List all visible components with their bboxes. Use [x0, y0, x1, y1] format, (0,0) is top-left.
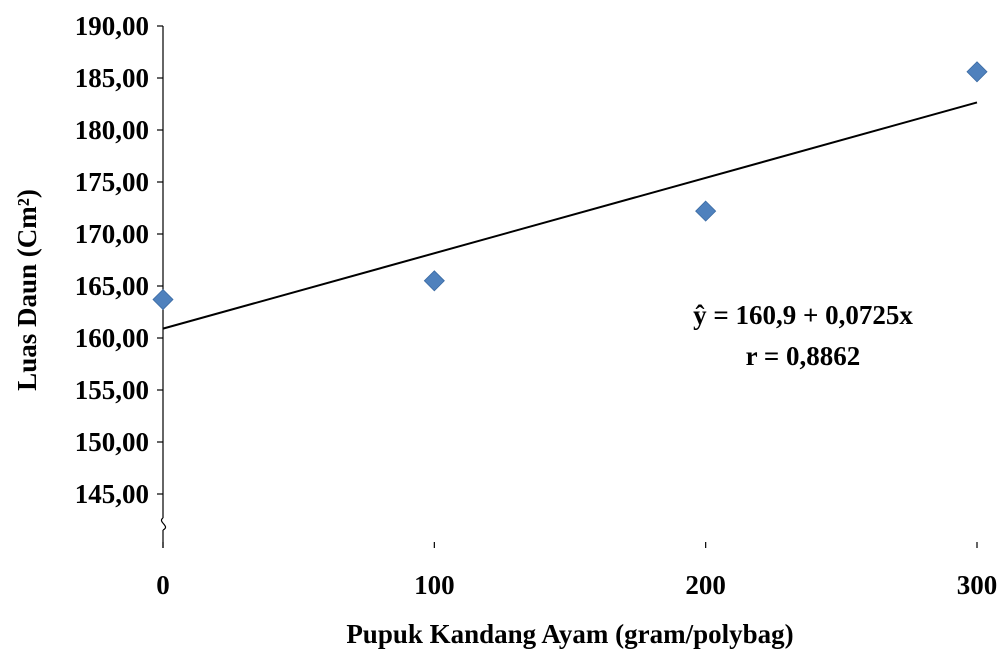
data-point	[152, 288, 174, 311]
y-tick-label: 185,00	[75, 63, 149, 93]
data-points	[152, 61, 988, 311]
y-tick-label: 165,00	[75, 271, 149, 301]
y-tick-label: 155,00	[75, 375, 149, 405]
y-tick-label: 145,00	[75, 479, 149, 509]
y-tick-label: 180,00	[75, 115, 149, 145]
equation-annotation: ŷ = 160,9 + 0,0725x	[693, 300, 913, 330]
x-tick-label: 0	[156, 570, 170, 600]
x-tick-label: 100	[414, 570, 455, 600]
correlation-annotation: r = 0,8862	[746, 341, 861, 371]
trendline	[162, 101, 978, 330]
y-axis-break	[160, 517, 167, 531]
x-tick-label: 200	[685, 570, 726, 600]
y-axis-ticks: 145,00 150,00 155,00 160,00 165,00 170,00 175,…	[75, 11, 163, 509]
x-axis-ticks: 0 100 200 300	[156, 542, 997, 600]
data-point	[966, 61, 988, 83]
y-axis-title: Luas Daun (Cm²)	[12, 189, 42, 391]
y-tick-label: 170,00	[75, 219, 149, 249]
x-axis-title: Pupuk Kandang Ayam (gram/polybag)	[346, 619, 793, 649]
y-tick-label: 190,00	[75, 11, 149, 41]
y-tick-label: 175,00	[75, 167, 149, 197]
y-tick-label: 160,00	[75, 323, 149, 353]
data-point	[423, 270, 445, 292]
data-point	[695, 200, 717, 222]
y-tick-label: 150,00	[75, 427, 149, 457]
x-tick-label: 300	[957, 570, 998, 600]
